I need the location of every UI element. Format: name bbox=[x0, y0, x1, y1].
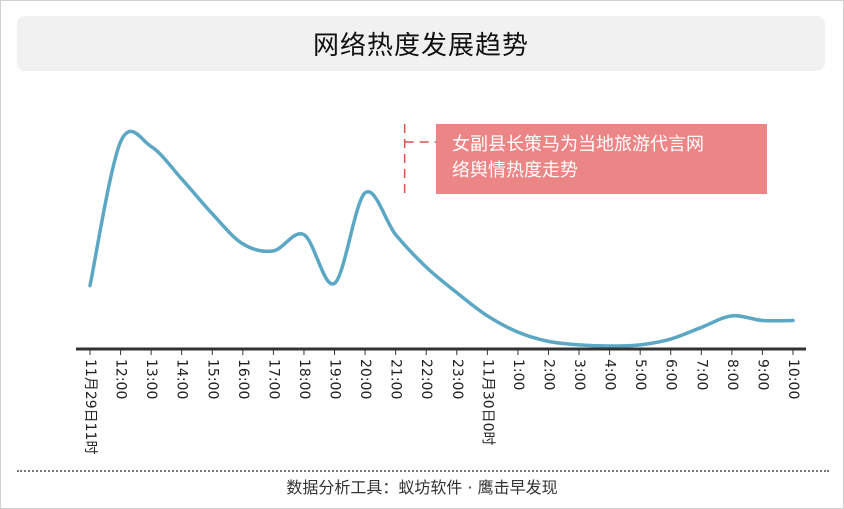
x-tick-label: 17:00 bbox=[265, 359, 281, 399]
x-tick-label: 20:00 bbox=[357, 359, 373, 399]
x-tick-label: 3:00 bbox=[571, 359, 587, 390]
x-tick-label: 11月29日11时 bbox=[82, 359, 98, 454]
x-tick-label: 19:00 bbox=[327, 359, 343, 399]
x-tick-label: 21:00 bbox=[388, 359, 404, 399]
x-tick-label: 5:00 bbox=[632, 359, 648, 390]
x-tick-label: 8:00 bbox=[724, 359, 740, 390]
x-tick-label: 6:00 bbox=[663, 359, 679, 390]
x-tick-label: 23:00 bbox=[449, 359, 465, 399]
footer-divider bbox=[17, 470, 829, 472]
x-tick-label: 1:00 bbox=[510, 359, 526, 390]
x-tick-label: 7:00 bbox=[693, 359, 709, 390]
x-tick-label: 14:00 bbox=[174, 359, 190, 399]
x-tick-label: 15:00 bbox=[204, 359, 220, 399]
x-tick-label: 18:00 bbox=[296, 359, 312, 399]
title-bar: 网络热度发展趋势 bbox=[17, 16, 825, 71]
x-tick-label: 12:00 bbox=[113, 359, 129, 399]
annotation-line-1: 女副县长策马为当地旅游代言网 bbox=[452, 134, 704, 155]
annotation-box: 女副县长策马为当地旅游代言网 络舆情热度走势 bbox=[436, 124, 767, 194]
x-tick-label: 16:00 bbox=[235, 359, 251, 399]
x-tick-label: 22:00 bbox=[418, 359, 434, 399]
x-tick-label: 9:00 bbox=[754, 359, 770, 390]
x-tick-label: 13:00 bbox=[143, 359, 159, 399]
x-tick-label: 4:00 bbox=[602, 359, 618, 390]
footer-source: 数据分析工具：蚁坊软件 · 鹰击早发现 bbox=[286, 478, 558, 497]
x-tick-label: 2:00 bbox=[540, 359, 556, 390]
annotation-line-2: 络舆情热度走势 bbox=[452, 160, 578, 181]
series-line bbox=[88, 129, 795, 348]
chart-title: 网络热度发展趋势 bbox=[312, 31, 529, 61]
x-tick-label: 10:00 bbox=[785, 359, 801, 399]
x-tick-label: 11月30日0时 bbox=[479, 359, 495, 446]
